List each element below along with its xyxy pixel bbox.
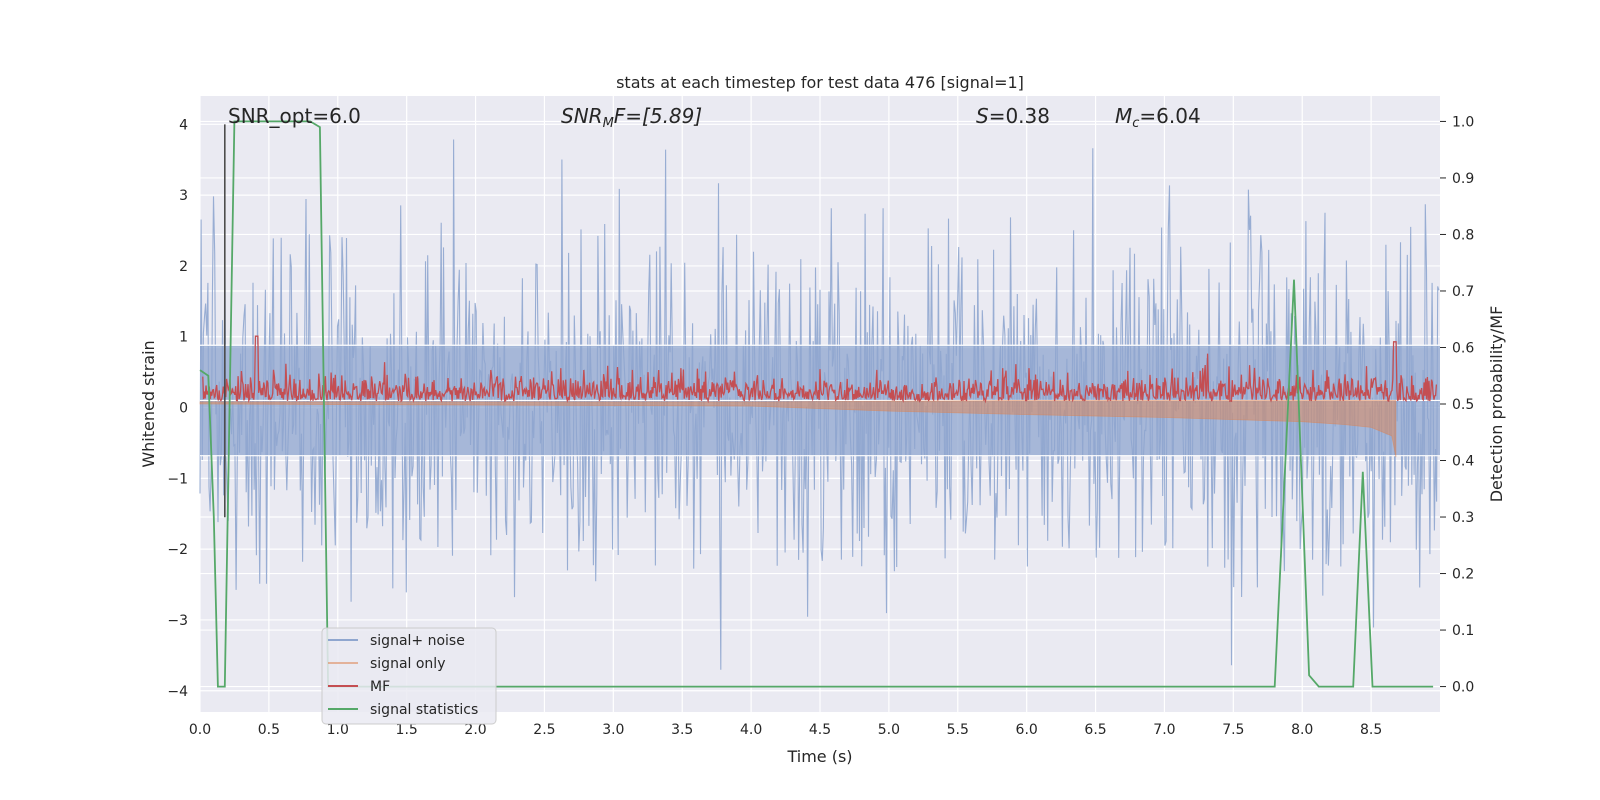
x-tick-label: 2.5	[533, 722, 555, 738]
y-right-axis-label: Detection probability/MF	[1487, 306, 1506, 503]
x-tick-label: 5.0	[878, 722, 900, 738]
mf-line	[202, 335, 1438, 404]
y-right-tick-label: 0.8	[1452, 227, 1474, 243]
annotation-snr-opt: SNR_opt=6.0	[228, 104, 361, 128]
x-tick-label: 0.5	[258, 722, 280, 738]
y-right-tick-label: 0.5	[1452, 397, 1474, 413]
y-right-tick-label: 0.1	[1452, 623, 1474, 639]
y-right-tick-label: 0.0	[1452, 680, 1474, 696]
x-axis-label: Time (s)	[786, 747, 852, 766]
x-tick-label: 1.5	[396, 722, 418, 738]
series-signal-only	[199, 400, 1397, 458]
y-axis-label: Whitened strain	[139, 340, 158, 467]
x-axis-ticks: 0.0 0.5 1.0 1.5 2.0 2.5 3.0 3.5 4.0 4.5 5.0 5.5 6.0 6…	[189, 722, 1382, 738]
y-right-tick-label: 0.3	[1452, 510, 1474, 526]
legend-label-signal-noise: signal+ noise	[370, 633, 465, 649]
y-tick-label: −2	[167, 542, 188, 558]
x-tick-label: 8.5	[1360, 722, 1382, 738]
y-right-tick-label: 0.2	[1452, 567, 1474, 583]
y-tick-label: 3	[179, 188, 188, 204]
y-right-tick-label: 0.7	[1452, 284, 1474, 300]
x-tick-label: 0.0	[189, 722, 211, 738]
x-tick-label: 7.5	[1222, 722, 1244, 738]
x-tick-label: 3.5	[671, 722, 693, 738]
x-tick-label: 4.5	[809, 722, 831, 738]
series-signal-statistics	[199, 120, 1434, 688]
x-tick-label: 2.0	[464, 722, 486, 738]
x-tick-label: 8.0	[1291, 722, 1313, 738]
y-tick-label: −3	[167, 613, 188, 629]
y-right-tick-label: 0.4	[1452, 454, 1474, 470]
legend-label-signal-statistics: signal statistics	[370, 702, 478, 718]
x-tick-label: 1.0	[327, 722, 349, 738]
legend: signal+ noise signal only MF signal stat…	[321, 627, 497, 725]
y-tick-label: 1	[179, 330, 188, 346]
annotation-snr-mf: SNRMF=[5.89]	[561, 104, 702, 131]
y-right-tick-label: 0.6	[1452, 340, 1474, 356]
annotation-mc: Mc=6.04	[1115, 104, 1201, 131]
y-tick-label: 4	[179, 117, 188, 133]
y-right-axis-ticks: 0.0 0.1 0.2 0.3 0.4 0.5 0.6 0.7 0.8 0.9 1.0	[1440, 114, 1474, 696]
x-tick-label: 5.5	[947, 722, 969, 738]
y-axis-ticks: −4 −3 −2 −1 0 1 2 3 4	[167, 117, 188, 699]
x-tick-label: 6.5	[1084, 722, 1106, 738]
y-right-tick-label: 1.0	[1452, 114, 1474, 130]
x-tick-label: 6.0	[1016, 722, 1038, 738]
signal-only-band	[199, 400, 1397, 458]
y-right-tick-label: 0.9	[1452, 171, 1474, 187]
series-mf	[202, 335, 1438, 404]
y-tick-label: −4	[167, 684, 188, 700]
chart-title: stats at each timestep for test data 476…	[616, 73, 1024, 92]
y-tick-label: −1	[167, 471, 188, 487]
x-tick-label: 7.0	[1153, 722, 1175, 738]
legend-box	[321, 627, 497, 725]
annotation-s: S=0.38	[976, 104, 1050, 128]
x-tick-label: 3.0	[602, 722, 624, 738]
legend-label-signal-only: signal only	[370, 656, 445, 672]
legend-label-mf: MF	[370, 679, 390, 695]
y-tick-label: 0	[179, 401, 188, 417]
y-tick-label: 2	[179, 259, 188, 275]
signal-statistics-line	[199, 120, 1434, 688]
x-tick-label: 4.0	[740, 722, 762, 738]
